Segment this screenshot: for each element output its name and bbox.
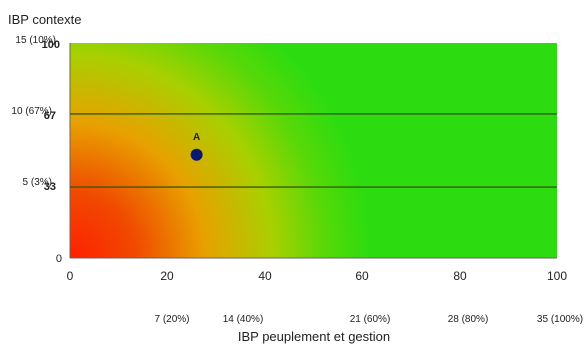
y-secondary-tick-label: 5 (3%) [23, 177, 52, 188]
x-tick-label: 100 [547, 269, 567, 283]
y-secondary-tick-label: 10 (67%) [11, 106, 52, 117]
x-secondary-tick-label: 21 (60%) [350, 314, 391, 325]
y-axis-label: IBP contexte [8, 12, 81, 27]
data-point-a [190, 148, 203, 161]
y-tick-label: 100 [42, 39, 60, 51]
y-tick-label: 0 [56, 253, 62, 265]
x-secondary-tick-label: 28 (80%) [448, 314, 489, 325]
x-tick-label: 0 [67, 269, 74, 283]
x-tick-label: 40 [258, 269, 272, 283]
x-tick-label: 80 [453, 269, 467, 283]
y-tick-label: 67 [44, 110, 56, 122]
x-secondary-tick-label: 7 (20%) [154, 314, 189, 325]
x-tick-label: 20 [160, 269, 174, 283]
y-secondary-tick-label: 15 (10%) [15, 35, 56, 46]
x-secondary-tick-label: 14 (40%) [223, 314, 264, 325]
data-point-label: A [193, 132, 200, 143]
x-tick-label: 60 [355, 269, 369, 283]
plot-gradient [70, 43, 557, 258]
x-axis-label: IBP peuplement et gestion [238, 329, 390, 344]
y-tick-label: 33 [44, 181, 56, 193]
x-secondary-tick-label: 35 (100%) [537, 314, 583, 325]
data-points: A [190, 132, 203, 161]
